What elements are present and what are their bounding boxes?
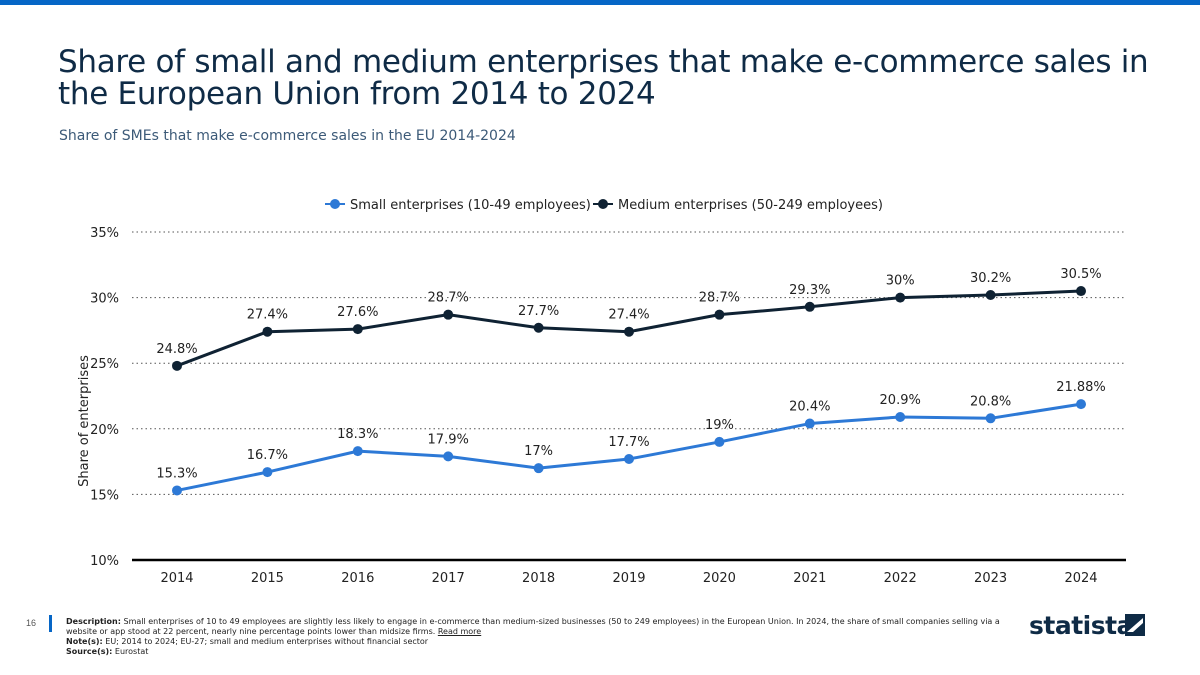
data-label: 27.7% — [518, 304, 559, 319]
statista-logo: statista — [1029, 611, 1145, 640]
data-label: 17% — [524, 444, 553, 459]
data-point — [172, 485, 182, 496]
y-axis-label: Share of enterprises — [77, 355, 92, 487]
y-tick-label: 25% — [90, 357, 119, 372]
source-text: Eurostat — [114, 647, 149, 656]
x-tick-label: 2016 — [341, 571, 374, 586]
data-label: 24.8% — [156, 342, 197, 357]
data-point — [714, 309, 725, 320]
data-point — [714, 436, 725, 447]
data-point — [352, 446, 363, 457]
data-label: 15.3% — [156, 466, 197, 481]
legend-label-0: Small enterprises (10-49 employees) — [350, 198, 591, 213]
data-label: 21.88% — [1056, 380, 1106, 395]
y-tick-label: 20% — [90, 423, 119, 438]
data-label: 19% — [705, 418, 734, 433]
data-point — [352, 324, 363, 335]
statista-logo-text: statista — [1029, 611, 1133, 640]
line-chart: 10% 15% 20% 25% 30% 35% Share of enterprises 20… — [77, 198, 1126, 586]
y-tick-label: 30% — [90, 292, 119, 307]
data-label: 30.2% — [970, 271, 1011, 286]
note-line: Note(s): EU; 2014 to 2024; EU-27; small … — [66, 637, 1006, 647]
x-tick-label: 2023 — [974, 571, 1007, 586]
data-point — [895, 411, 906, 422]
data-label: 30% — [886, 274, 915, 289]
top-accent-bar — [0, 0, 1200, 5]
x-tick-label: 2019 — [612, 571, 645, 586]
x-tick-label: 2014 — [160, 571, 193, 586]
y-tick-label: 10% — [90, 554, 119, 569]
data-point — [1076, 399, 1086, 410]
data-point — [443, 451, 454, 462]
chart-footer: Description: Small enterprises of 10 to … — [66, 617, 1006, 657]
source-line: Source(s): Eurostat — [66, 647, 1006, 657]
data-point — [804, 418, 815, 429]
data-label: 27.6% — [337, 305, 378, 320]
data-point — [262, 467, 273, 478]
x-tick-label: 2020 — [703, 571, 736, 586]
note-text: EU; 2014 to 2024; EU-27; small and mediu… — [105, 637, 429, 646]
data-label: 20.9% — [880, 393, 921, 408]
data-point — [443, 309, 454, 320]
page-title: Share of small and medium enterprises th… — [58, 44, 1149, 112]
source-label: Source(s): — [66, 647, 113, 656]
data-label: 30.5% — [1060, 267, 1101, 282]
data-label: 17.9% — [428, 432, 469, 447]
page-number-bar — [49, 615, 52, 632]
data-point — [262, 326, 273, 337]
page-subtitle: Share of SMEs that make e-commerce sales… — [59, 128, 516, 144]
x-tick-label: 2022 — [884, 571, 917, 586]
data-point — [172, 360, 182, 371]
data-label: 27.4% — [608, 308, 649, 323]
data-point — [533, 463, 544, 474]
data-point — [624, 326, 634, 337]
legend-label-1: Medium enterprises (50-249 employees) — [618, 198, 883, 213]
note-label: Note(s): — [66, 637, 103, 646]
data-point — [985, 289, 996, 300]
statista-mark-icon — [1125, 614, 1145, 636]
x-tick-label: 2024 — [1064, 571, 1097, 586]
description-line: Description: Small enterprises of 10 to … — [66, 617, 1006, 637]
description-text: Small enterprises of 10 to 49 employees … — [66, 617, 1000, 636]
data-label: 18.3% — [337, 427, 378, 442]
data-point — [1076, 286, 1086, 297]
data-label: 20.4% — [789, 400, 830, 415]
data-label: 29.3% — [789, 283, 830, 298]
page-number: 16 — [26, 618, 37, 628]
x-tick-label: 2018 — [522, 571, 555, 586]
data-label: 27.4% — [247, 308, 288, 323]
data-point — [804, 301, 815, 312]
description-label: Description: — [66, 617, 121, 626]
legend-marker-0 — [330, 199, 340, 209]
data-point — [985, 413, 996, 424]
x-tick-label: 2017 — [432, 571, 465, 586]
data-point — [533, 322, 544, 333]
data-label: 20.8% — [970, 394, 1011, 409]
data-label: 17.7% — [608, 435, 649, 450]
x-tick-label: 2021 — [793, 571, 826, 586]
legend-marker-1 — [598, 199, 608, 209]
x-tick-label: 2015 — [251, 571, 284, 586]
data-label: 28.7% — [428, 291, 469, 306]
data-label: 16.7% — [247, 448, 288, 463]
data-point — [895, 292, 906, 303]
data-label: 28.7% — [699, 291, 740, 306]
read-more-link[interactable]: Read more — [437, 627, 482, 636]
data-point — [624, 453, 634, 464]
y-tick-label: 15% — [90, 488, 119, 503]
y-tick-label: 35% — [90, 226, 119, 241]
